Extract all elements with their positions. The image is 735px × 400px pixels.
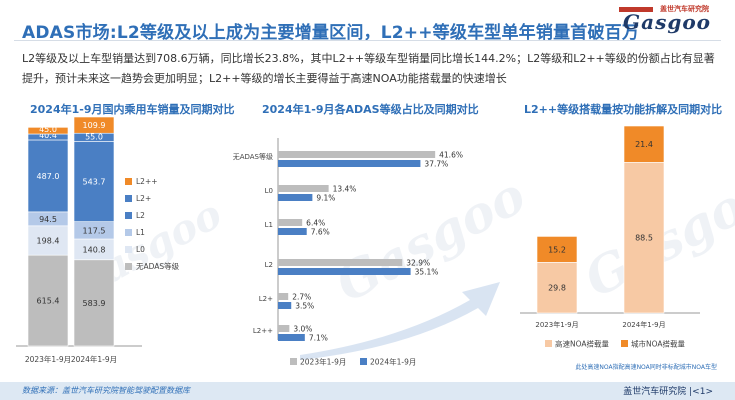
page-number: 1 — [699, 387, 706, 397]
footnote: 此处高速NOA指配高速NOA同时非标配城市NOA车型 — [575, 364, 717, 371]
footer-bar — [0, 382, 735, 400]
c2-value-label: 37.7% — [424, 160, 448, 169]
c3-bar-1-1 — [623, 125, 665, 163]
c1-value-label: 55.0 — [85, 132, 103, 141]
c2-value-label: 9.1% — [316, 194, 335, 203]
c2-value-label: 32.9% — [406, 259, 430, 268]
c3-bar-0-1 — [536, 236, 578, 263]
c2-legend-swatch — [360, 358, 367, 365]
c1-legend-swatch — [125, 212, 132, 219]
c3-bar-0-0 — [536, 261, 578, 314]
c2-legend-label: 2023年1-9月 — [300, 357, 346, 367]
growth-arrow-decoration — [300, 282, 500, 360]
footer-org-name: 盖世汽车研究院 — [623, 387, 687, 397]
c1-value-label: 94.5 — [39, 215, 57, 224]
c2-value-label: 3.0% — [293, 325, 312, 334]
c1-bar-1-0 — [73, 259, 115, 347]
c2-value-label: 3.5% — [295, 302, 314, 311]
c2-value-label: 7.1% — [309, 334, 328, 343]
gasgoo-logo: 盖世汽车研究院 Gasgoo — [607, 4, 717, 34]
c1-value-label: 198.4 — [37, 236, 60, 245]
c1-legend-swatch — [125, 246, 132, 253]
logo-en: Gasgoo — [623, 10, 711, 34]
c3-value-label: 21.4 — [635, 140, 653, 149]
c2-legend-label: 2024年1-9月 — [370, 357, 416, 367]
c1-legend-label: L2+ — [136, 194, 151, 203]
c3-legend-label: 城市NOA搭载量 — [631, 339, 686, 349]
c1-legend-label: L1 — [136, 228, 145, 237]
c1-legend-swatch — [125, 195, 132, 202]
c1-legend-label: L0 — [136, 245, 145, 254]
c1-value-label: 487.0 — [37, 172, 60, 181]
c2-value-label: 41.6% — [439, 151, 463, 160]
c2-legend-swatch — [290, 358, 297, 365]
c2-value-label: 2.7% — [292, 293, 311, 302]
c2-tick-label: L2 — [265, 261, 273, 269]
c2-value-label: 35.1% — [415, 268, 439, 277]
c1-value-label: 615.4 — [37, 297, 60, 306]
c2-bar-1-0 — [278, 185, 329, 192]
c1-legend-label: 无ADAS等级 — [136, 261, 180, 271]
watermark-middle: Gasgoo — [326, 165, 535, 313]
chart3-title: L2++等级搭载量按功能拆解及同期对比 — [524, 103, 723, 116]
c1-value-label: 45.0 — [39, 125, 57, 134]
c1-legend-swatch — [125, 263, 132, 270]
c2-bar-4-1 — [278, 302, 292, 309]
chart1-title: 2024年1-9月国内乘用车销量及同期对比 — [30, 103, 235, 116]
c1-bar-0-5 — [27, 127, 69, 135]
c1-value-label: 140.8 — [83, 245, 106, 254]
c3-legend-label: 高速NOA搭载量 — [555, 339, 610, 349]
c2-bar-0-1 — [278, 160, 421, 167]
c3-value-label: 15.2 — [548, 245, 566, 254]
c1-bar-1-3 — [73, 141, 115, 222]
c1-bar-1-5 — [73, 116, 115, 134]
c2-tick-label: 无ADAS等级 — [233, 152, 273, 161]
c2-bar-4-0 — [278, 293, 289, 300]
c1-value-label: 117.5 — [83, 226, 106, 235]
summary-text: L2等级及以上车型销量达到708.6万辆，同比增长23.8%，其中L2++等级车… — [22, 52, 715, 85]
c1-legend-label: L2 — [136, 211, 145, 220]
c1-tick-label: 2023年1-9月 — [25, 354, 71, 364]
c2-bar-1-1 — [278, 194, 313, 201]
chart2-title: 2024年1-9月各ADAS等级占比及同期对比 — [262, 103, 479, 116]
c2-tick-label: L2++ — [253, 327, 273, 335]
c2-tick-label: L0 — [265, 187, 273, 195]
logo-bar — [619, 7, 653, 12]
c1-bar-0-0 — [27, 254, 69, 347]
c1-value-label: 40.4 — [39, 131, 57, 140]
c2-bar-3-0 — [278, 259, 403, 266]
c1-legend-swatch — [125, 178, 132, 185]
c1-bar-0-1 — [27, 225, 69, 256]
c1-value-label: 109.9 — [83, 121, 106, 130]
c3-tick-label: 2024年1-9月 — [622, 320, 665, 329]
c2-bar-0-0 — [278, 151, 436, 158]
c3-legend-swatch — [545, 340, 552, 347]
page-title: ADAS市场:L2等级及以上成为主要增量区间，L2++等级车型单年销量首破百万 — [22, 23, 640, 43]
c3-value-label: 29.8 — [548, 284, 566, 293]
c3-value-label: 88.5 — [635, 234, 653, 243]
c3-legend-swatch — [621, 340, 628, 347]
data-source: 数据来源：盖世汽车研究院智能驾驶配置数据库 — [22, 386, 190, 395]
c1-legend-swatch — [125, 229, 132, 236]
c2-value-label: 6.4% — [306, 219, 325, 228]
c2-bar-2-0 — [278, 219, 303, 226]
c2-tick-label: L1 — [265, 221, 273, 229]
footer-org: 盖世汽车研究院 |<1> — [623, 387, 713, 397]
c2-bar-3-1 — [278, 268, 411, 275]
c2-value-label: 7.6% — [311, 228, 330, 237]
c3-tick-label: 2023年1-9月 — [535, 320, 578, 329]
c1-legend-label: L2++ — [136, 177, 158, 186]
c2-bar-5-1 — [278, 334, 305, 341]
c1-value-label: 543.7 — [83, 177, 106, 186]
c2-tick-label: L2+ — [259, 295, 273, 303]
c2-value-label: 13.4% — [333, 185, 357, 194]
c2-bar-5-0 — [278, 325, 290, 332]
c2-bar-2-1 — [278, 228, 307, 235]
title-divider — [14, 40, 721, 41]
c1-value-label: 583.9 — [83, 299, 106, 308]
logo-cn: 盖世汽车研究院 — [660, 5, 709, 13]
c1-tick-label: 2024年1-9月 — [71, 354, 117, 364]
